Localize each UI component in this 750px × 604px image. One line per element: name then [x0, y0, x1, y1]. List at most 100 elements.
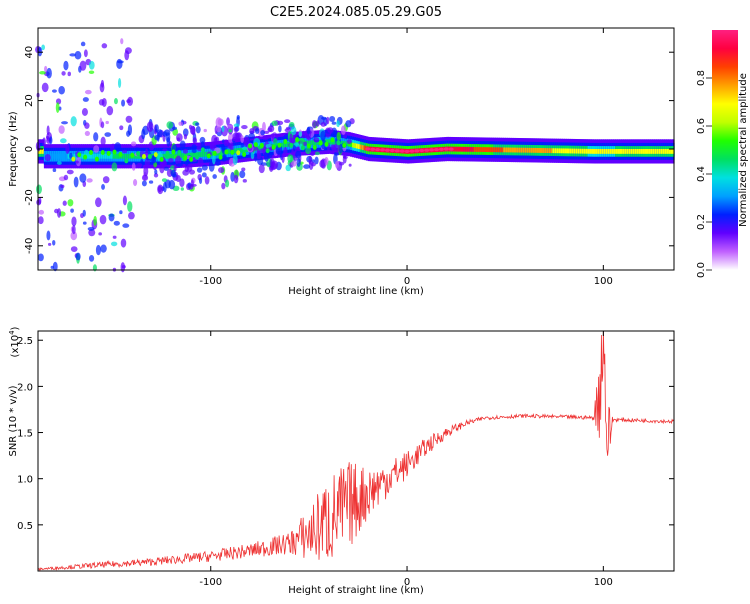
spectrogram-y-label: Frequency (Hz): [8, 111, 19, 187]
heatmap-cell: [609, 149, 612, 154]
y-tick-label: 40: [24, 46, 35, 59]
heatmap-cell: [328, 139, 332, 145]
heatmap-blob: [197, 157, 204, 167]
heatmap-cell: [114, 153, 118, 159]
heatmap-blob: [212, 174, 217, 179]
heatmap-cell: [672, 149, 675, 154]
heatmap-blob: [204, 176, 210, 185]
heatmap-blob: [67, 71, 72, 77]
heatmap-blob: [80, 41, 86, 47]
heatmap-blob: [93, 215, 97, 226]
heatmap-cell: [591, 148, 595, 154]
heatmap-blob: [241, 146, 248, 150]
heatmap-cell: [640, 149, 644, 154]
heatmap-blob: [182, 128, 189, 137]
heatmap-cell: [630, 149, 634, 154]
heatmap-blob: [316, 120, 320, 127]
heatmap-blob: [148, 180, 154, 184]
heatmap-cell: [615, 149, 618, 154]
heatmap-cell: [363, 145, 367, 151]
heatmap-cell: [108, 153, 112, 159]
heatmap-cell: [257, 145, 261, 151]
snr-x-ticks: -100 0 100: [199, 331, 613, 588]
heatmap-peak: [384, 148, 390, 152]
heatmap-cell: [662, 149, 665, 154]
heatmap-cell: [220, 150, 224, 156]
heatmap-blob: [88, 254, 95, 262]
heatmap-cell: [493, 147, 496, 153]
heatmap-peak: [438, 147, 444, 151]
heatmap-blob: [340, 125, 346, 135]
heatmap-blob: [311, 120, 317, 129]
heatmap-cell: [181, 153, 184, 159]
heatmap-blob: [60, 184, 65, 189]
heatmap-peak: [414, 149, 420, 153]
heatmap-blob: [46, 230, 51, 241]
heatmap-cell: [234, 148, 237, 154]
heatmap-hotspot: [189, 156, 194, 162]
heatmap-blob: [226, 124, 234, 128]
heatmap-blob: [81, 108, 88, 116]
heatmap-blob: [126, 99, 131, 104]
heatmap-blob: [267, 127, 273, 132]
heatmap-cell: [489, 147, 493, 153]
heatmap-blob: [93, 132, 99, 142]
heatmap-cell: [242, 147, 245, 153]
heatmap-cell: [171, 153, 175, 159]
heatmap-blob: [108, 213, 115, 222]
heatmap-blob: [56, 208, 62, 218]
heatmap-blob: [100, 244, 107, 253]
heatmap-blob: [104, 132, 112, 137]
heatmap-peak: [404, 149, 410, 154]
heatmap-cell: [485, 147, 489, 153]
heatmap-blob: [334, 160, 340, 169]
heatmap-blob: [101, 43, 108, 49]
heatmap-cell: [471, 146, 475, 152]
y-tick-label: -40: [24, 238, 35, 254]
heatmap-cell: [668, 149, 671, 154]
heatmap-blob: [120, 38, 124, 45]
heatmap-cell: [524, 147, 528, 153]
heatmap-cell: [134, 153, 137, 159]
heatmap-hotspot: [94, 156, 99, 162]
heatmap-blob: [122, 195, 127, 206]
heatmap-blob: [65, 143, 70, 155]
heatmap-blob: [100, 136, 106, 146]
heatmap-hotspot: [153, 152, 158, 158]
y-tick-label: 0.5: [17, 521, 33, 532]
y-tick-label: 0: [24, 146, 35, 152]
heatmap-peak: [365, 147, 371, 151]
heatmap-blob: [212, 154, 216, 165]
heatmap-blob: [37, 253, 44, 262]
heatmap-cell: [513, 147, 516, 153]
heatmap-hotspot: [318, 140, 323, 146]
heatmap-blob: [112, 235, 117, 239]
heatmap-blob: [175, 155, 182, 166]
heatmap-blob: [262, 121, 266, 133]
heatmap-blob: [348, 163, 352, 167]
heatmap-blob: [232, 154, 238, 166]
heatmap-blob: [122, 149, 128, 154]
heatmap-blob: [73, 176, 79, 188]
heatmap-blob: [37, 46, 43, 57]
heatmap-cell: [516, 147, 520, 153]
heatmap-cell: [94, 153, 98, 159]
heatmap-blob: [178, 121, 184, 126]
heatmap-blob: [254, 128, 260, 135]
heatmap-blob: [179, 178, 185, 188]
heatmap-hotspot: [230, 149, 235, 155]
heatmap-cell: [98, 153, 102, 159]
heatmap-cell: [467, 146, 471, 152]
heatmap-cell: [575, 148, 579, 154]
heatmap-cell: [53, 153, 57, 159]
heatmap-blob: [269, 158, 275, 169]
heatmap-blob: [338, 161, 345, 166]
heatmap-cell: [634, 149, 638, 154]
heatmap-blob: [44, 153, 51, 162]
heatmap-cell: [136, 153, 139, 159]
heatmap-hotspot: [112, 149, 117, 155]
heatmap-cell: [581, 148, 585, 154]
heatmap-blob: [126, 130, 131, 137]
heatmap-cell: [638, 149, 642, 154]
